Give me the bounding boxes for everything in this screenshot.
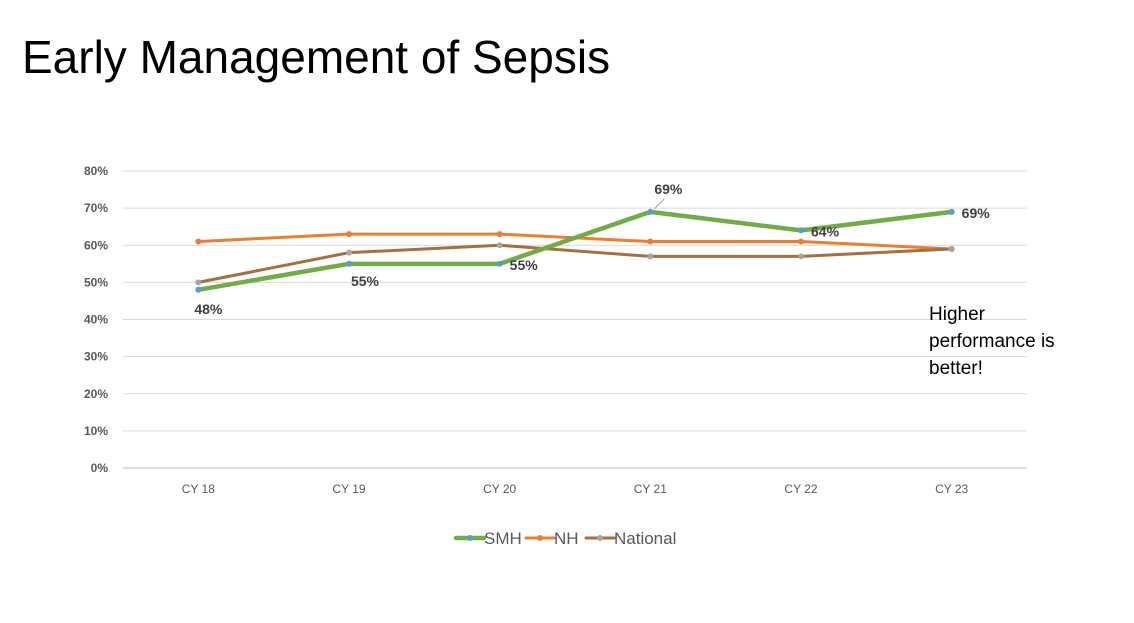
legend-marker-nh <box>537 535 543 541</box>
y-tick-label: 50% <box>84 275 108 289</box>
x-tick-label: CY 20 <box>483 482 516 496</box>
series-line-smh <box>196 209 954 293</box>
data-point-national <box>195 279 202 286</box>
series-line-national <box>196 243 954 284</box>
legend-label-smh: SMH <box>484 529 522 548</box>
data-point-nh <box>798 238 804 245</box>
data-label-smh: 64% <box>811 223 840 239</box>
legend-marker-smh <box>467 535 473 541</box>
data-label-smh: 55% <box>351 273 380 289</box>
data-point-smh <box>496 260 503 267</box>
data-point-national <box>647 253 654 260</box>
x-tick-label: CY 21 <box>634 482 667 496</box>
series-lines <box>195 208 955 293</box>
x-tick-label: CY 18 <box>182 482 215 496</box>
legend-label-nh: NH <box>554 529 579 548</box>
legend: SMH NH National <box>453 529 676 548</box>
data-point-nh <box>496 231 503 238</box>
data-point-nh <box>647 238 654 245</box>
x-axis-ticks: CY 18 CY 19 CY 20 CY 21 CY 22 CY 23 <box>182 482 969 496</box>
x-tick-label: CY 23 <box>935 482 968 496</box>
data-point-smh <box>798 227 804 234</box>
data-point-nh <box>195 238 202 245</box>
data-label-smh: 69% <box>654 181 683 197</box>
y-tick-label: 0% <box>91 461 109 475</box>
data-point-smh <box>346 260 352 267</box>
x-tick-label: CY 19 <box>332 482 365 496</box>
legend-label-national: National <box>614 529 676 548</box>
data-label-smh: 48% <box>194 301 223 317</box>
data-point-smh <box>195 286 202 293</box>
x-tick-label: CY 22 <box>784 482 817 496</box>
data-point-smh <box>647 208 654 215</box>
slide-title: Early Management of Sepsis <box>22 31 611 83</box>
legend-marker-national <box>597 535 603 541</box>
data-point-national <box>948 245 955 252</box>
data-point-smh <box>948 208 955 215</box>
data-labels: 48% 55% 55% 69% 64% 69% <box>194 181 990 317</box>
data-label-smh: 69% <box>962 205 991 221</box>
y-tick-label: 60% <box>84 238 108 252</box>
y-tick-label: 20% <box>84 387 108 401</box>
data-point-national <box>346 249 352 256</box>
y-tick-label: 70% <box>84 201 108 215</box>
performance-note: Higher performance is better! <box>929 304 1055 379</box>
y-tick-label: 30% <box>84 350 108 364</box>
leader-line <box>653 198 665 210</box>
gridlines <box>123 170 1027 469</box>
data-label-smh: 55% <box>510 257 539 273</box>
y-tick-label: 40% <box>84 313 108 327</box>
y-axis-ticks: 0% 10% 20% 30% 40% 50% 60% 70% 80% <box>84 164 108 475</box>
data-point-nh <box>346 231 352 238</box>
y-tick-label: 10% <box>84 424 108 438</box>
data-point-national <box>496 242 503 249</box>
data-point-national <box>798 253 804 260</box>
y-tick-label: 80% <box>84 164 108 178</box>
